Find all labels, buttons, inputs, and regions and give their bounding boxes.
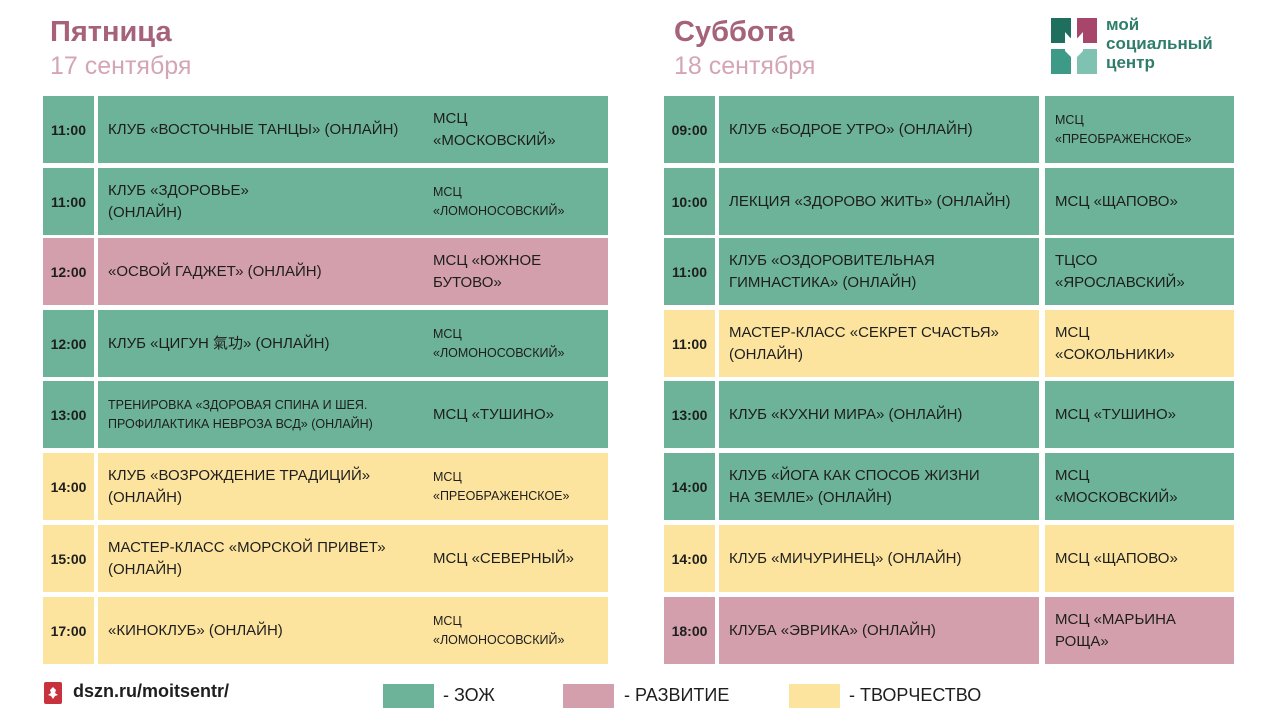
schedule-row: 14:00 КЛУБ «МИЧУРИНЕЦ» (ОНЛАЙН) МСЦ «ЩАПОВ… — [664, 525, 1234, 592]
legend-label-zoz: - ЗОЖ — [443, 685, 495, 705]
location-cell: МСЦ «ЩАПОВО» — [1045, 168, 1234, 235]
schedule-row: 11:00 КЛУБ «ОЗДОРОВИТЕЛЬНАЯ ГИМНАСТИКА» (… — [664, 238, 1234, 305]
event-cell: КЛУБ «ЗДОРОВЬЕ» (ОНЛАЙН) — [98, 168, 471, 235]
location-cell: ТЦСО «ЯРОСЛАВСКИЙ» — [1045, 238, 1234, 305]
location-cell: МСЦ «ТУШИНО» — [423, 381, 608, 448]
logo-line-3: центр — [1106, 53, 1155, 72]
event-cell: КЛУБ «ВОСТОЧНЫЕ ТАНЦЫ» (ОНЛАЙН) — [98, 96, 471, 163]
schedule-row: 09:00 КЛУБ «БОДРОЕ УТРО» (ОНЛАЙН) МСЦ «ПРЕ… — [664, 96, 1234, 163]
legend-swatch-zoz — [383, 684, 434, 708]
friday-title: Пятница — [50, 16, 172, 48]
schedule-row: 13:00 КЛУБ «КУХНИ МИРА» (ОНЛАЙН) МСЦ «ТУШИ… — [664, 381, 1234, 448]
logo-text: мой социальный центр — [1106, 15, 1213, 72]
legend-label-razvitie: - РАЗВИТИЕ — [624, 685, 730, 705]
moscow-emblem-icon — [44, 682, 62, 704]
time-cell: 12:00 — [43, 310, 94, 377]
event-cell: КЛУБ «ВОЗРОЖДЕНИЕ ТРАДИЦИЙ» (ОНЛАЙН) — [98, 453, 471, 520]
location-cell: МСЦ «СЕВЕРНЫЙ» — [423, 525, 608, 592]
schedule-row: 13:00 ТРЕНИРОВКА «ЗДОРОВАЯ СПИНА И ШЕЯ. П… — [43, 381, 608, 448]
logo-icon — [1051, 18, 1097, 74]
location-cell: МСЦ «МОСКОВСКИЙ» — [1045, 453, 1234, 520]
saturday-date: 18 сентября — [674, 52, 816, 80]
time-cell: 11:00 — [43, 168, 94, 235]
event-cell: КЛУБА «ЭВРИКА» (ОНЛАЙН) — [719, 597, 1039, 664]
location-cell: МСЦ «ТУШИНО» — [1045, 381, 1234, 448]
schedule-row: 14:00 КЛУБ «ВОЗРОЖДЕНИЕ ТРАДИЦИЙ» (ОНЛАЙН… — [43, 453, 608, 520]
time-cell: 14:00 — [43, 453, 94, 520]
time-cell: 13:00 — [43, 381, 94, 448]
event-cell: КЛУБ «КУХНИ МИРА» (ОНЛАЙН) — [719, 381, 1039, 448]
event-cell: ТРЕНИРОВКА «ЗДОРОВАЯ СПИНА И ШЕЯ. ПРОФИЛ… — [98, 381, 471, 448]
time-cell: 14:00 — [664, 453, 715, 520]
schedule-row: 10:00 ЛЕКЦИЯ «ЗДОРОВО ЖИТЬ» (ОНЛАЙН) МСЦ «… — [664, 168, 1234, 235]
time-cell: 11:00 — [664, 310, 715, 377]
time-cell: 15:00 — [43, 525, 94, 592]
location-cell: МСЦ «ЛОМОНОСОВСКИЙ» — [423, 168, 608, 235]
location-cell: МСЦ «МАРЬИНА РОЩА» — [1045, 597, 1234, 664]
time-cell: 17:00 — [43, 597, 94, 664]
event-cell: ЛЕКЦИЯ «ЗДОРОВО ЖИТЬ» (ОНЛАЙН) — [719, 168, 1039, 235]
legend-swatch-razvitie — [563, 684, 614, 708]
time-cell: 11:00 — [664, 238, 715, 305]
time-cell: 09:00 — [664, 96, 715, 163]
time-cell: 11:00 — [43, 96, 94, 163]
location-cell: МСЦ «ПРЕОБРАЖЕНСКОЕ» — [1045, 96, 1234, 163]
event-cell: КЛУБ «ЦИГУН 氣功» (ОНЛАЙН) — [98, 310, 471, 377]
location-cell: МСЦ «ЛОМОНОСОВСКИЙ» — [423, 310, 608, 377]
location-cell: МСЦ «ПРЕОБРАЖЕНСКОЕ» — [423, 453, 608, 520]
saturday-title: Суббота — [674, 16, 795, 48]
schedule-row: 14:00 КЛУБ «ЙОГА КАК СПОСОБ ЖИЗНИ НА ЗЕМЛ… — [664, 453, 1234, 520]
schedule-row: 12:00 КЛУБ «ЦИГУН 氣功» (ОНЛАЙН) МСЦ «ЛОМОНО… — [43, 310, 608, 377]
event-cell: «ОСВОЙ ГАДЖЕТ» (ОНЛАЙН) — [98, 238, 471, 305]
logo-line-2: социальный — [1106, 34, 1213, 53]
time-cell: 13:00 — [664, 381, 715, 448]
legend-label-tvorchestvo: - ТВОРЧЕСТВО — [849, 685, 982, 705]
schedule-row: 18:00 КЛУБА «ЭВРИКА» (ОНЛАЙН) МСЦ «МАРЬИНА… — [664, 597, 1234, 664]
schedule-row: 11:00 КЛУБ «ЗДОРОВЬЕ» (ОНЛАЙН) МСЦ «ЛОМОНО… — [43, 168, 608, 235]
footer-link[interactable]: dszn.ru/moitsentr/ — [73, 681, 230, 701]
time-cell: 14:00 — [664, 525, 715, 592]
time-cell: 18:00 — [664, 597, 715, 664]
time-cell: 12:00 — [43, 238, 94, 305]
event-cell: «КИНОКЛУБ» (ОНЛАЙН) — [98, 597, 471, 664]
location-cell: МСЦ «СОКОЛЬНИКИ» — [1045, 310, 1234, 377]
event-cell: КЛУБ «ОЗДОРОВИТЕЛЬНАЯ ГИМНАСТИКА» (ОНЛАЙ… — [719, 238, 1039, 305]
time-cell: 10:00 — [664, 168, 715, 235]
schedule-row: 17:00 «КИНОКЛУБ» (ОНЛАЙН) МСЦ «ЛОМОНОСОВСК… — [43, 597, 608, 664]
location-cell: МСЦ «ЛОМОНОСОВСКИЙ» — [423, 597, 608, 664]
event-cell: КЛУБ «БОДРОЕ УТРО» (ОНЛАЙН) — [719, 96, 1039, 163]
legend-swatch-tvorchestvo — [789, 684, 840, 708]
event-cell: КЛУБ «МИЧУРИНЕЦ» (ОНЛАЙН) — [719, 525, 1039, 592]
schedule-row: 11:00 КЛУБ «ВОСТОЧНЫЕ ТАНЦЫ» (ОНЛАЙН) МСЦ … — [43, 96, 608, 163]
location-cell: МСЦ «ЮЖНОЕ БУТОВО» — [423, 238, 608, 305]
event-cell: МАСТЕР-КЛАСС «СЕКРЕТ СЧАСТЬЯ» (ОНЛАЙН) — [719, 310, 1039, 377]
event-cell: МАСТЕР-КЛАСС «МОРСКОЙ ПРИВЕТ» (ОНЛАЙН) — [98, 525, 471, 592]
location-cell: МСЦ «ЩАПОВО» — [1045, 525, 1234, 592]
location-cell: МСЦ «МОСКОВСКИЙ» — [423, 96, 608, 163]
schedule-row: 12:00 «ОСВОЙ ГАДЖЕТ» (ОНЛАЙН) МСЦ «ЮЖНОЕ Б… — [43, 238, 608, 305]
friday-date: 17 сентября — [50, 52, 192, 80]
schedule-row: 15:00 МАСТЕР-КЛАСС «МОРСКОЙ ПРИВЕТ» (ОНЛА… — [43, 525, 608, 592]
logo-line-1: мой — [1106, 15, 1140, 34]
event-cell: КЛУБ «ЙОГА КАК СПОСОБ ЖИЗНИ НА ЗЕМЛЕ» (О… — [719, 453, 1039, 520]
schedule-row: 11:00 МАСТЕР-КЛАСС «СЕКРЕТ СЧАСТЬЯ» (ОНЛА… — [664, 310, 1234, 377]
